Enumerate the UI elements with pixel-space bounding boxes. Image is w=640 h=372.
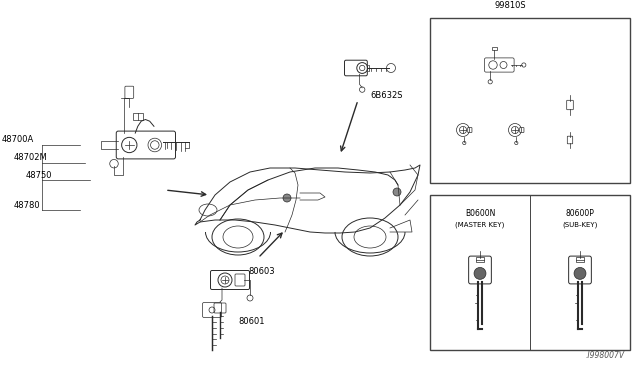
Circle shape [283,194,291,202]
Text: 80600P: 80600P [566,209,595,218]
Text: (SUB-KEY): (SUB-KEY) [563,221,598,228]
Text: 48750: 48750 [26,170,52,180]
Text: 99810S: 99810S [494,1,526,10]
Text: 48700A: 48700A [2,135,35,144]
Text: .I998007V: .I998007V [586,351,625,360]
Ellipse shape [574,267,586,279]
Text: 48780: 48780 [14,201,40,209]
Bar [576,257,584,262]
Bar [476,257,484,262]
Text: 48702M: 48702M [14,154,48,163]
Bar [430,18,630,183]
Text: 6B632S: 6B632S [370,90,403,99]
Text: (MASTER KEY): (MASTER KEY) [455,221,505,228]
Text: B0600N: B0600N [465,209,495,218]
Circle shape [393,188,401,196]
Bar [430,195,630,350]
Text: 80601: 80601 [238,317,264,327]
Text: 80603: 80603 [248,267,275,276]
Ellipse shape [474,267,486,279]
